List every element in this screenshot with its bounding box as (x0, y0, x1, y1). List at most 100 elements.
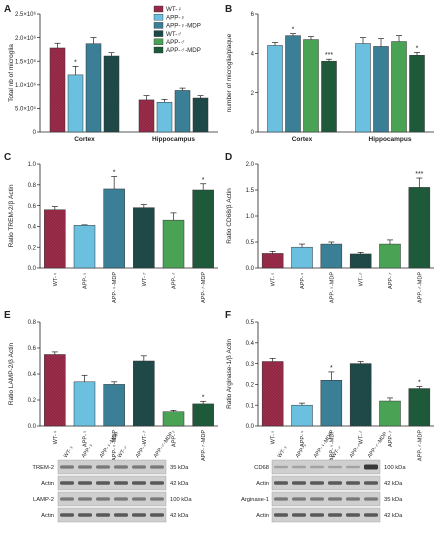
x-tick-label: APP-♂ (388, 430, 394, 447)
bar-c-4 (162, 219, 185, 269)
blot-band (114, 465, 128, 469)
blot-band (346, 465, 360, 469)
blot-lane-label: APP-♂-MDP (367, 431, 389, 459)
y-tick-label: 0.2 (28, 398, 37, 404)
panel-letter-e: E (4, 310, 11, 321)
blot-kda-label: 100 kDa (384, 465, 406, 471)
blot-row-label: Actin (256, 513, 269, 519)
x-tick-label: APP-♀ (300, 430, 306, 447)
blot-band (328, 481, 342, 485)
blot-row-label: Actin (41, 481, 54, 487)
blot-strip (57, 491, 167, 507)
panel-letter-c: C (4, 152, 11, 163)
blot-band (150, 481, 164, 485)
y-tick-label: 0.5 (246, 320, 255, 326)
bar-hatch-a-1-0 (139, 99, 154, 132)
blot-kda-label: 35 kDa (170, 465, 189, 471)
x-tick-label: APP-♂-MDP (417, 430, 423, 461)
significance-f-5: * (418, 379, 421, 386)
bar-hatch-d-3 (350, 253, 372, 268)
bar-b-1-1 (373, 46, 389, 133)
bar-c-1 (73, 225, 96, 269)
blot-band (328, 465, 342, 469)
y-tick-label: 2.0×10⁶ (15, 35, 37, 42)
x-tick-label: APP-♀ (83, 430, 89, 447)
significance-d-5: *** (415, 171, 423, 178)
blot-band (96, 513, 110, 517)
legend-entry: APP-♀-MDP (166, 23, 201, 30)
blot-band (96, 497, 110, 501)
chart-panel-a: 0 5.0×10⁵ 1.0×10⁶ 1.5×10⁶ 2.0×10⁶ 2.5×10⁶ Tota… (8, 11, 218, 143)
y-axis-label: Ratio TREM-2/β Actin (8, 184, 15, 247)
legend-entry: WT-♀ (166, 6, 182, 13)
blot-band (346, 481, 360, 485)
bar-b-0-3 (321, 60, 337, 133)
blot-band (60, 465, 74, 469)
blot-band (78, 497, 92, 501)
blot-strip (57, 507, 167, 523)
y-tick-label: 0.3 (246, 362, 255, 368)
blot-band (364, 464, 378, 470)
bar-hatch-d-0 (262, 253, 284, 268)
bar-e-5 (192, 403, 214, 427)
blot-band (364, 481, 378, 485)
panel-letter-b: B (225, 4, 232, 15)
chart-panel-d: 0.0 0.5 1.0 1.5 2.0 Ratio CD68/β Actin WT-♀ APP… (226, 162, 434, 303)
legend-entry: APP-♀ (166, 14, 185, 21)
significance-b-0-3: *** (325, 52, 333, 59)
y-tick-label: 1.5×10⁶ (15, 58, 37, 65)
bar-c-5 (192, 189, 214, 269)
blot-lane-label: APP-♀ (295, 442, 309, 459)
legend-entry: WT-♂ (166, 31, 182, 38)
bar-a-0-1 (67, 74, 84, 133)
axes (39, 322, 218, 427)
x-tick-label: APP-♀ (300, 272, 306, 289)
blot-strip (271, 491, 381, 507)
blot-row-label: TREM-2 (32, 465, 54, 471)
blot-band (78, 465, 92, 469)
bar-a-1-2 (174, 90, 191, 133)
x-tick-label: WT-♀ (53, 272, 59, 286)
bar-b-1-3 (409, 55, 425, 133)
significance-a-0-1: * (74, 59, 77, 66)
blot-kda-label: 35 kDa (384, 497, 403, 503)
axes (257, 164, 434, 269)
x-tick-label: APP-♀-MDP (329, 430, 335, 461)
blot-row-label: CD68 (254, 465, 269, 471)
bar-a-1-1 (156, 102, 173, 133)
blot-kda-label: 100 kDa (170, 497, 192, 503)
bar-hatch-a-0-3 (104, 56, 119, 133)
blot-band (96, 481, 110, 485)
y-tick-label: 0.1 (246, 403, 255, 409)
legend-entry: APP-♂-MDP (166, 47, 201, 54)
y-tick-label: 0.2 (246, 383, 255, 389)
y-tick-label: 0.0 (246, 266, 255, 272)
blot-lane-label: WT-♀ (277, 444, 290, 459)
significance-f-2: * (330, 365, 333, 372)
x-tick-label: APP-♂-MDP (201, 272, 207, 303)
blot-band (60, 481, 74, 485)
y-tick-label: 1.0 (246, 214, 255, 220)
y-tick-label: 0 (251, 130, 255, 136)
x-tick-label: WT-♀ (53, 430, 59, 444)
y-axis-label: Total nb of microglia (8, 44, 15, 102)
significance-b-0-1: * (292, 27, 295, 34)
y-tick-label: 0.0 (28, 424, 37, 430)
blot-band (132, 497, 146, 501)
legend-swatch (153, 46, 164, 54)
blot-lane-label: APP-♂ (135, 442, 149, 459)
bar-e-4 (162, 411, 185, 427)
blot-band (132, 481, 146, 485)
bar-hatch-a-1-3 (193, 98, 208, 132)
chart-panel-f: 0.0 0.1 0.2 0.3 0.4 0.5 Ratio Arginase-1/β Act… (226, 320, 434, 461)
blot-band (364, 513, 378, 517)
x-tick-label: APP-♀-MDP (112, 430, 118, 461)
blot-band (150, 513, 164, 517)
blot-kda-label: 42 kDa (384, 481, 403, 487)
bar-hatch-c-0 (44, 209, 66, 268)
blot-band (310, 497, 324, 501)
y-tick-label: 0.6 (28, 346, 37, 352)
x-tick-label: Cortex (74, 136, 95, 143)
blot-band (292, 481, 306, 485)
y-tick-label: 6 (251, 12, 255, 18)
